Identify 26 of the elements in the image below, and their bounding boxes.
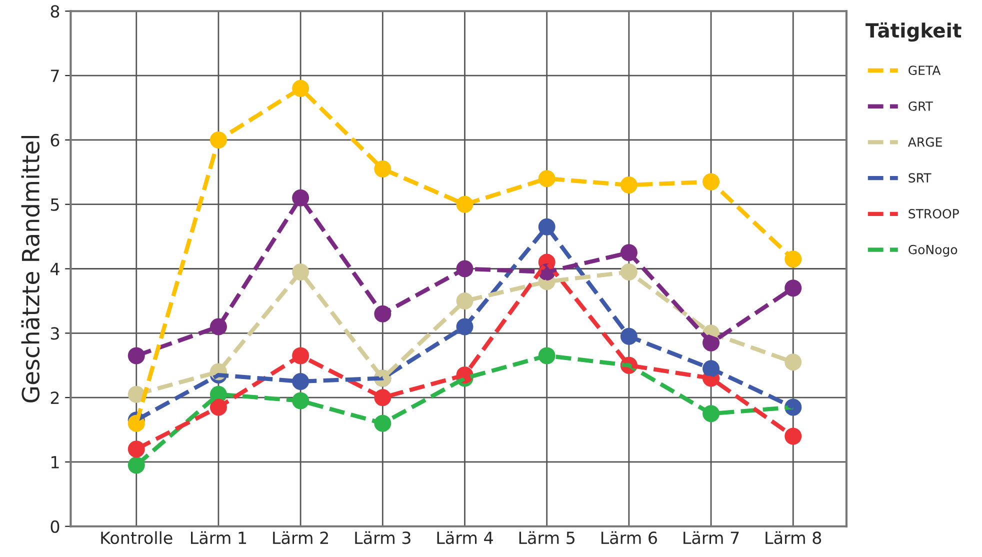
x-tick-label: Lärm 3 — [355, 531, 410, 544]
x-tick-label: Kontrolle — [101, 531, 172, 544]
x-tick-label: Lärm 5 — [519, 531, 574, 544]
legend-title: Tätigkeit — [866, 22, 962, 42]
x-tick-label: Lärm 7 — [684, 531, 739, 544]
x-tick-label: Lärm 1 — [191, 531, 246, 544]
legend-label: GETA — [908, 66, 941, 76]
x-tick-label: Lärm 6 — [601, 531, 657, 544]
legend-label: SRT — [908, 173, 932, 183]
y-tick-label: 5 — [50, 198, 59, 211]
y-tick-label: 3 — [50, 327, 59, 340]
legend-label: STROOP — [908, 208, 959, 218]
y-tick-label: 7 — [51, 70, 59, 82]
y-tick-label: 1 — [52, 456, 59, 468]
y-tick-label: 4 — [50, 262, 60, 276]
y-tick-label: 8 — [50, 5, 60, 18]
y-tick-label: 6 — [50, 134, 60, 147]
y-axis-title: Geschätzte Randmittel — [21, 136, 40, 402]
legend-label: GRT — [908, 101, 934, 111]
legend-label: GoNogo — [908, 244, 958, 257]
y-tick-label: 0 — [50, 520, 60, 533]
x-tick-label: Lärm 2 — [273, 531, 328, 544]
x-tick-label: Lärm 8 — [766, 531, 822, 544]
x-tick-label: Lärm 4 — [437, 531, 493, 544]
y-tick-label: 2 — [50, 392, 59, 404]
legend-label: ARGE — [908, 137, 942, 147]
